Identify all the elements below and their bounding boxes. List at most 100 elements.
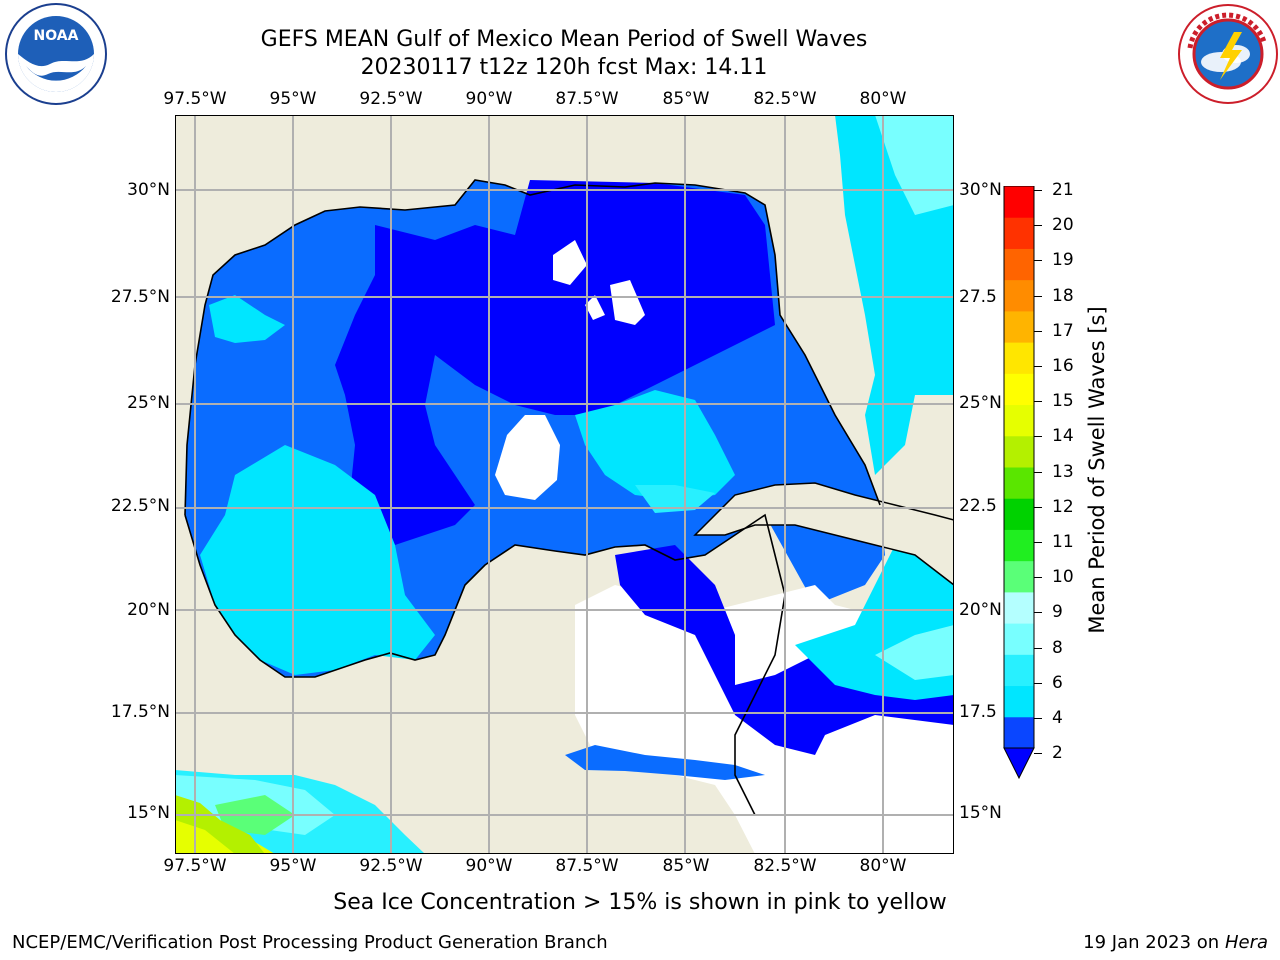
- nodata-patch-2: [553, 240, 587, 285]
- lat-tick-right: 30°N: [959, 180, 1002, 200]
- honduras-strip: [565, 745, 765, 780]
- sea-ice-note-text: Sea Ice Concentration > 15% is shown in …: [333, 890, 947, 915]
- lon-tick-top: 92.5°W: [359, 89, 423, 109]
- colorbar-tick-mark: [1034, 260, 1042, 262]
- lat-tick-left: 20°N: [127, 600, 170, 620]
- colorbar-tick-label: 9: [1052, 602, 1063, 623]
- colorbar-tick-mark: [1034, 647, 1042, 649]
- colorbar-tick-mark: [1034, 718, 1042, 719]
- colorbar-tick-label: 16: [1052, 356, 1074, 376]
- colorbar-tick-mark: [1034, 753, 1042, 755]
- lat-tick-left: 17.5°N: [110, 702, 170, 722]
- colorbar-tick-label: 14: [1052, 426, 1074, 447]
- lat-tick-right: 25°N: [959, 393, 1002, 413]
- colorbar-swatch: [1004, 529, 1034, 562]
- colorbar-tick-mark: [1034, 612, 1042, 614]
- colorbar-tick-mark: [1034, 190, 1042, 191]
- colorbar-tick-label: 13: [1052, 461, 1074, 482]
- colorbar-tick-label: 4: [1052, 708, 1063, 728]
- cyan-west: [200, 445, 435, 675]
- colorbar-swatch: [1004, 435, 1034, 468]
- footer-host: Hera: [1224, 932, 1268, 953]
- lon-tick-bottom: 97.5°W: [163, 856, 227, 876]
- lat-tick-right: 22.5: [959, 496, 997, 516]
- deep-blue-core: [335, 180, 775, 545]
- colorbar-extend-arrow: [1003, 747, 1035, 780]
- colorbar-tick-label: 17: [1052, 320, 1074, 341]
- colorbar-tick-mark: [1034, 471, 1042, 473]
- lon-tick-top: 85°W: [662, 89, 710, 109]
- svg-text:NOAA: NOAA: [34, 28, 79, 44]
- colorbar-tick-label: 11: [1052, 532, 1074, 552]
- colorbar-tick-label: 18: [1052, 285, 1074, 306]
- colorbar-swatch: [1004, 217, 1034, 249]
- lat-tick-left: 30°N: [127, 180, 170, 200]
- lon-tick-bottom: 92.5°W: [359, 856, 423, 876]
- cyan-nw: [209, 295, 285, 343]
- gulf-coastline: [184, 179, 881, 816]
- cyan-east-light: [635, 485, 715, 513]
- colorbar-swatch: [1004, 716, 1034, 749]
- colorbar-tick-label: 8: [1052, 637, 1063, 658]
- sea-ice-note: Sea Ice Concentration > 15% is shown in …: [0, 890, 1280, 915]
- colorbar-swatch: [1004, 623, 1034, 655]
- graticule: [175, 115, 954, 854]
- lat-tick-left: 22.5°N: [110, 496, 170, 516]
- map-panel: [175, 115, 955, 854]
- colorbar-tick-mark: [1034, 330, 1042, 332]
- lon-tick-top: 82.5°W: [753, 89, 817, 109]
- footer-date-text: 19 Jan 2023 on: [1083, 932, 1225, 953]
- colorbar-swatch: [1004, 467, 1034, 499]
- noaa-logo: NOAA: [4, 2, 108, 106]
- colorbar-label: Mean Period of Swell Waves [s]: [1085, 306, 1109, 634]
- colorbar-swatch: [1004, 404, 1034, 437]
- lon-tick-bottom: 95°W: [269, 856, 317, 876]
- colorbar-swatch: [1004, 654, 1034, 687]
- lon-tick-bottom: 85°W: [662, 856, 710, 876]
- colorbar-swatch: [1004, 373, 1034, 406]
- lat-tick-left: 27.5°N: [110, 287, 170, 307]
- colorbar-tick-label: 10: [1052, 567, 1074, 588]
- footer-date: 19 Jan 2023 on Hera: [1083, 932, 1268, 953]
- colorbar-tick-mark: [1034, 295, 1042, 297]
- pacific-lime: [175, 795, 265, 854]
- caribbean-deep: [615, 545, 954, 755]
- colorbar-swatch: [1004, 310, 1034, 343]
- chart-subtitle: 20230117 t12z 120h fcst Max: 14.11: [360, 55, 768, 80]
- colorbar-tick-label: 2: [1052, 743, 1063, 764]
- lon-tick-top: 80°W: [859, 89, 907, 109]
- colorbar-tick-mark: [1034, 682, 1042, 684]
- lat-tick-right: 17.5: [959, 702, 997, 722]
- colorbar-swatch: [1004, 342, 1034, 374]
- colorbar-outline: [1003, 185, 1035, 749]
- lon-tick-bottom: 90°W: [465, 856, 513, 876]
- colorbar-tick-label: 20: [1052, 215, 1074, 236]
- nodata-patch-4: [585, 295, 605, 320]
- colorbar-tick-label: 12: [1052, 496, 1074, 517]
- colorbar-tick-mark: [1034, 401, 1042, 403]
- colorbar-tick-mark: [1034, 225, 1042, 227]
- caribbean-light: [875, 625, 954, 680]
- lon-tick-top: 90°W: [465, 89, 513, 109]
- colorbar-swatch: [1004, 591, 1034, 624]
- colorbar-swatches: [1003, 185, 1035, 780]
- lon-tick-bottom: 82.5°W: [753, 856, 817, 876]
- colorbar-tick-mark: [1034, 366, 1042, 367]
- lon-tick-top: 87.5°W: [555, 89, 619, 109]
- colorbar-tick-label: 15: [1052, 391, 1074, 412]
- nodata-patch-3: [610, 280, 645, 325]
- colorbar-swatch: [1004, 279, 1034, 312]
- colorbar: [1000, 185, 1050, 786]
- chart-title: GEFS MEAN Gulf of Mexico Mean Period of …: [260, 27, 868, 52]
- colorbar-swatch: [1004, 498, 1034, 530]
- colorbar-tick-label: 6: [1052, 672, 1063, 693]
- lon-tick-top: 95°W: [269, 89, 317, 109]
- lat-tick-left: 25°N: [127, 393, 170, 413]
- colorbar-tick-mark: [1034, 577, 1042, 579]
- colorbar-swatch: [1004, 186, 1034, 218]
- colorbar-tick-mark: [1034, 436, 1042, 438]
- colorbar-swatch: [1004, 560, 1034, 593]
- cyan-east: [575, 390, 735, 500]
- footer-branch: NCEP/EMC/Verification Post Processing Pr…: [12, 932, 608, 953]
- lat-tick-right: 27.5: [959, 287, 997, 307]
